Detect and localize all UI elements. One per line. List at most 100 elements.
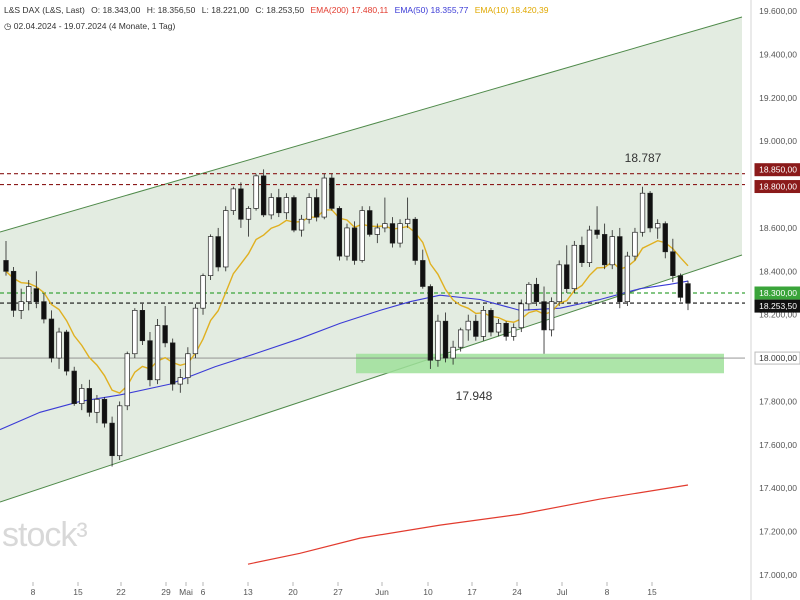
y-tick-label: 19.200,00 (759, 93, 797, 103)
x-tick-label: 20 (288, 587, 298, 597)
candle-up (26, 286, 32, 303)
candle-up (655, 223, 661, 229)
high-value: H: 18.356,50 (146, 5, 196, 15)
x-tick-label: Jul (557, 587, 568, 597)
candle-down (670, 251, 676, 276)
candle-up (556, 264, 562, 303)
x-tick-label: 29 (161, 587, 171, 597)
candle-down (427, 286, 434, 361)
candle-up (344, 227, 350, 257)
candle-up (609, 236, 615, 266)
candle-up (185, 353, 191, 378)
candles (3, 169, 691, 467)
x-tick-label: 17 (467, 587, 477, 597)
candle-down (260, 175, 267, 216)
candle-down (351, 227, 358, 261)
chart-period: ◷ 02.04.2024 - 19.07.2024 (4 Monate, 1 T… (4, 21, 175, 32)
y-tick-label: 18.600,00 (759, 223, 797, 233)
candle-up (18, 301, 24, 311)
price-label-box (754, 351, 800, 365)
candle-down (367, 210, 373, 235)
candle-down (488, 310, 494, 333)
price-label-text: 18.000,00 (759, 353, 797, 363)
y-tick-label: 19.400,00 (759, 49, 797, 59)
y-tick-label: 17.000,00 (759, 570, 797, 580)
date-range: 02.04.2024 - 19.07.2024 (13, 21, 107, 31)
close-value: C: 18.253,50 (255, 5, 305, 15)
candle-down (685, 283, 691, 304)
candle-down (33, 288, 39, 303)
trend-channel (0, 17, 742, 502)
stock3-logo: stock³ (2, 516, 88, 554)
price-label-text: 18.850,00 (759, 165, 797, 175)
candle-down (314, 197, 320, 218)
candle-down (10, 270, 17, 311)
candle-down (677, 275, 684, 298)
candle-up (200, 275, 206, 309)
y-tick-label: 18.400,00 (759, 266, 797, 276)
price-axis: 19.600,00 19.400,00 19.200,00 19.000,00 18.8… (745, 0, 800, 600)
candle-down (147, 340, 153, 381)
x-tick-label: 27 (333, 587, 343, 597)
candle-down (473, 320, 479, 337)
y-tick-label: 17.200,00 (759, 527, 797, 537)
y-tick-label: 17.400,00 (759, 483, 797, 493)
price-label-box (754, 286, 800, 300)
candle-down (541, 301, 547, 331)
x-tick-label: 22 (116, 587, 126, 597)
candle-down (41, 301, 47, 320)
candle-up (639, 192, 646, 233)
support-zone (356, 353, 724, 374)
period-label: (4 Monate, 1 Tag) (108, 21, 176, 31)
x-tick-label: 6 (201, 587, 206, 597)
price-label-text: 18.253,50 (759, 301, 797, 311)
candle-down (533, 283, 540, 303)
candle-up (207, 236, 214, 276)
candle-down (3, 260, 9, 272)
candle-up (382, 223, 388, 229)
candle-up (177, 377, 183, 385)
candle-up (511, 327, 517, 337)
open-value: O: 18.343,00 (91, 5, 141, 15)
x-tick-label: 8 (31, 587, 36, 597)
candle-up (230, 188, 236, 211)
candle-down (442, 320, 449, 359)
plot-background (0, 16, 743, 503)
candle-up (223, 210, 229, 268)
candle-down (662, 223, 668, 253)
x-tick-label: 24 (512, 587, 522, 597)
ema50-line (0, 280, 689, 431)
candle-down (101, 398, 108, 424)
candle-up (632, 231, 638, 257)
candle-up (518, 303, 524, 329)
y-tick-label: 18.200,00 (759, 310, 797, 320)
candle-up (306, 197, 312, 220)
x-tick-label: 15 (73, 587, 83, 597)
candle-down (412, 218, 418, 261)
candle-down (601, 234, 608, 266)
candle-down (579, 244, 585, 263)
candle-down (389, 223, 396, 244)
candle-up (245, 208, 252, 220)
candle-up (435, 320, 441, 361)
reference-lines (0, 173, 745, 359)
x-tick-label: 10 (423, 587, 433, 597)
candle-up (495, 323, 502, 333)
candle-down (647, 192, 653, 229)
candle-down (336, 208, 343, 257)
price-label-text: 18.300,00 (759, 288, 797, 298)
ema10-label[interactable]: EMA(10) 18.420,39 (474, 5, 549, 15)
annotation-high: 18.787 (625, 151, 662, 165)
ema50-label[interactable]: EMA(50) 18.355,77 (394, 5, 469, 15)
candle-up (79, 388, 85, 404)
y-tick-label: 19.600,00 (759, 6, 797, 16)
ema200-label[interactable]: EMA(200) 17.480,11 (310, 5, 389, 15)
candle-up (404, 218, 411, 224)
annotations: 18.787 17.948 (456, 151, 662, 403)
instrument-name[interactable]: L&S DAX (L&S, Last) (4, 5, 85, 15)
candle-up (283, 197, 290, 214)
price-label-box (754, 299, 800, 313)
low-value: L: 18.221,00 (201, 5, 250, 15)
candle-up (268, 197, 274, 216)
candle-down (594, 229, 600, 235)
